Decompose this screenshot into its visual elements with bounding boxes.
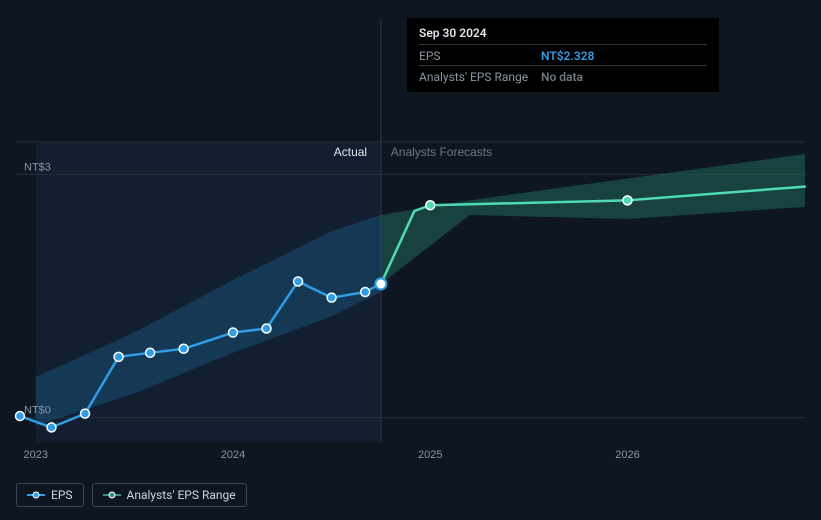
tooltip-row-eps: EPS NT$2.328: [419, 44, 707, 63]
svg-text:2024: 2024: [221, 449, 245, 461]
svg-text:NT$0: NT$0: [24, 405, 51, 417]
legend-item-eps[interactable]: EPS: [16, 483, 84, 507]
svg-text:Actual: Actual: [334, 145, 367, 159]
tooltip-date: Sep 30 2024: [419, 26, 707, 40]
legend-label: EPS: [51, 488, 73, 502]
eps-chart: 2023 2024 2025 2026 NT$0 NT$3 Actual Analysts F…: [0, 0, 821, 520]
svg-text:2023: 2023: [23, 449, 47, 461]
tooltip-key: EPS: [419, 49, 529, 63]
svg-text:2026: 2026: [615, 449, 639, 461]
svg-text:NT$3: NT$3: [24, 161, 51, 173]
chart-tooltip: Sep 30 2024 EPS NT$2.328 Analysts' EPS R…: [407, 18, 719, 92]
tooltip-row-range: Analysts' EPS Range No data: [419, 65, 707, 84]
tooltip-value: No data: [541, 70, 583, 84]
tooltip-key: Analysts' EPS Range: [419, 70, 529, 84]
chart-legend: EPS Analysts' EPS Range: [16, 483, 247, 507]
tooltip-value: NT$2.328: [541, 49, 594, 63]
svg-text:Analysts Forecasts: Analysts Forecasts: [391, 145, 492, 159]
legend-item-range[interactable]: Analysts' EPS Range: [92, 483, 247, 507]
legend-swatch-eps: [27, 490, 45, 500]
legend-swatch-range: [103, 490, 121, 500]
svg-text:2025: 2025: [418, 449, 442, 461]
legend-label: Analysts' EPS Range: [127, 488, 236, 502]
